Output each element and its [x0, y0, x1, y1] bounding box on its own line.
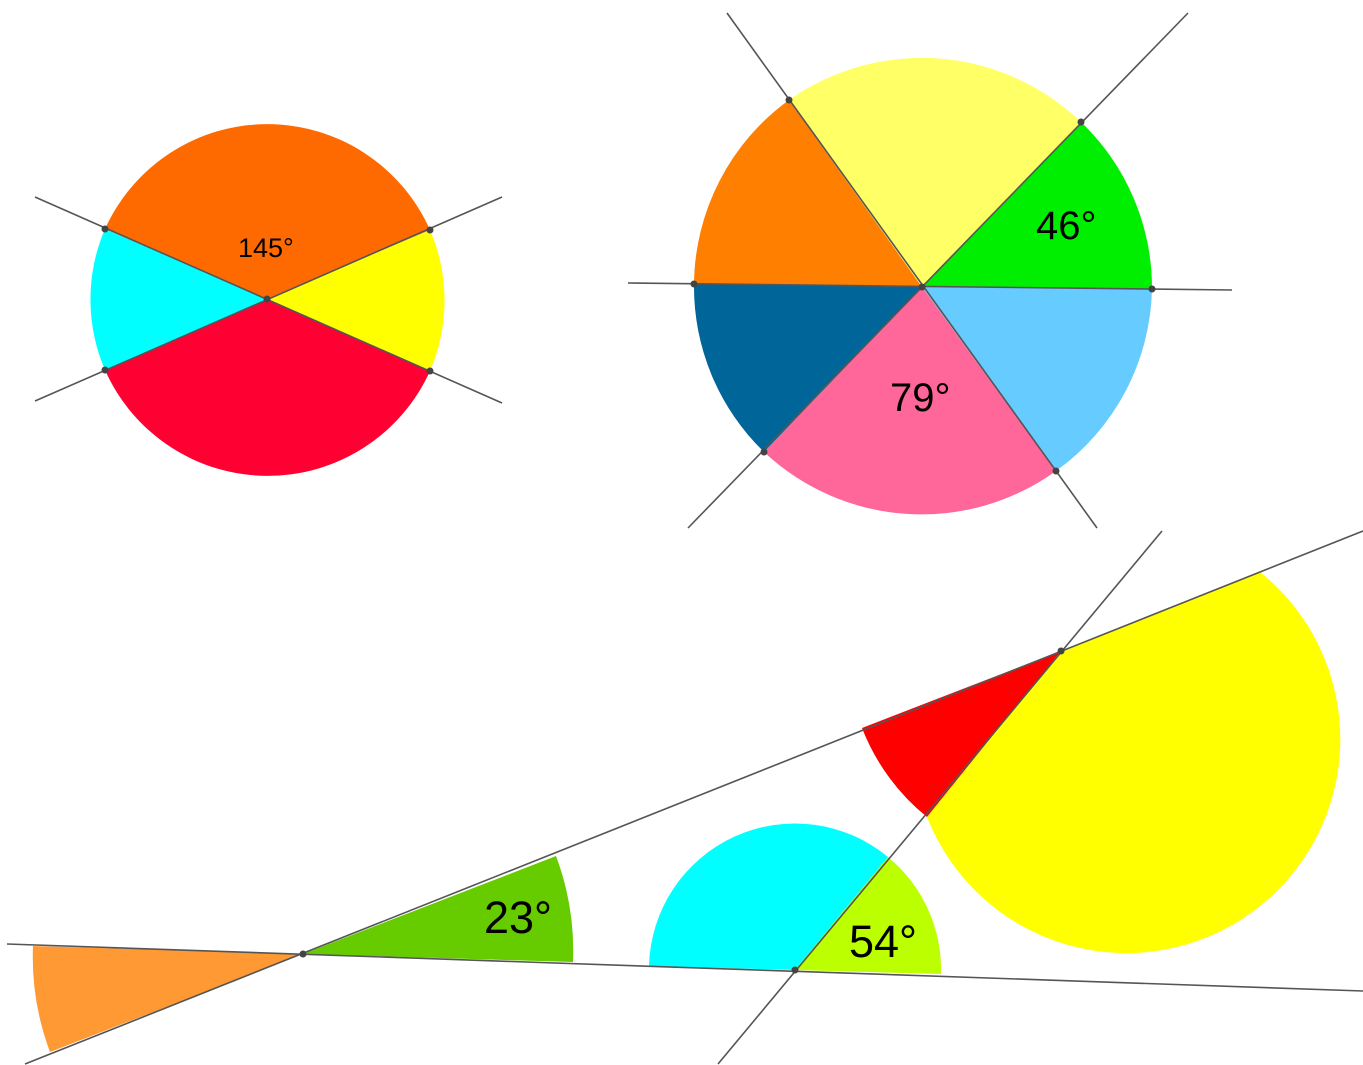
sector-green: [303, 856, 574, 962]
angle-label: 145°: [238, 233, 294, 263]
point: [299, 950, 307, 958]
point: [101, 366, 109, 374]
point: [263, 295, 271, 303]
line-rising: [687, 12, 1189, 529]
point: [1077, 118, 1085, 126]
point: [426, 226, 434, 234]
sector-red: [862, 651, 1061, 817]
point: [918, 283, 926, 291]
line-upper: [24, 530, 1363, 1065]
angle-label: 46°: [1036, 204, 1097, 248]
sector-lower-left: [693, 284, 922, 452]
sector-lower-right: [922, 287, 1152, 471]
figure-transversals: 23° 54°: [6, 530, 1363, 1065]
point: [1148, 285, 1156, 293]
sector-top: [105, 124, 430, 300]
point: [101, 225, 109, 233]
sector-upper-right: [922, 122, 1153, 289]
sector-orange: [32, 946, 303, 1052]
angle-label: 54°: [849, 916, 917, 967]
point: [1052, 467, 1060, 475]
sector-cyan: [649, 823, 888, 970]
point: [690, 280, 698, 288]
sector-lime: [795, 857, 942, 974]
sector-top: [789, 57, 1081, 288]
angle-label: 79°: [890, 376, 951, 420]
sector-bottom: [105, 299, 430, 476]
sector-yellow: [927, 572, 1341, 954]
line-horizontal: [627, 282, 1233, 291]
point: [1057, 647, 1065, 655]
sector-left: [90, 229, 267, 370]
point: [791, 966, 799, 974]
figure-vertical-angles-4: 145°: [34, 124, 503, 476]
point: [760, 448, 768, 456]
point: [426, 367, 434, 375]
sector-upper-left: [694, 100, 922, 287]
line-transversal: [717, 530, 1163, 1065]
figure-six-sectors: 46° 79°: [627, 12, 1233, 529]
line-lower: [6, 943, 1363, 992]
angle-label: 23°: [484, 892, 552, 943]
point: [785, 96, 793, 104]
sector-right: [267, 230, 445, 371]
sector-bottom: [764, 287, 1056, 515]
